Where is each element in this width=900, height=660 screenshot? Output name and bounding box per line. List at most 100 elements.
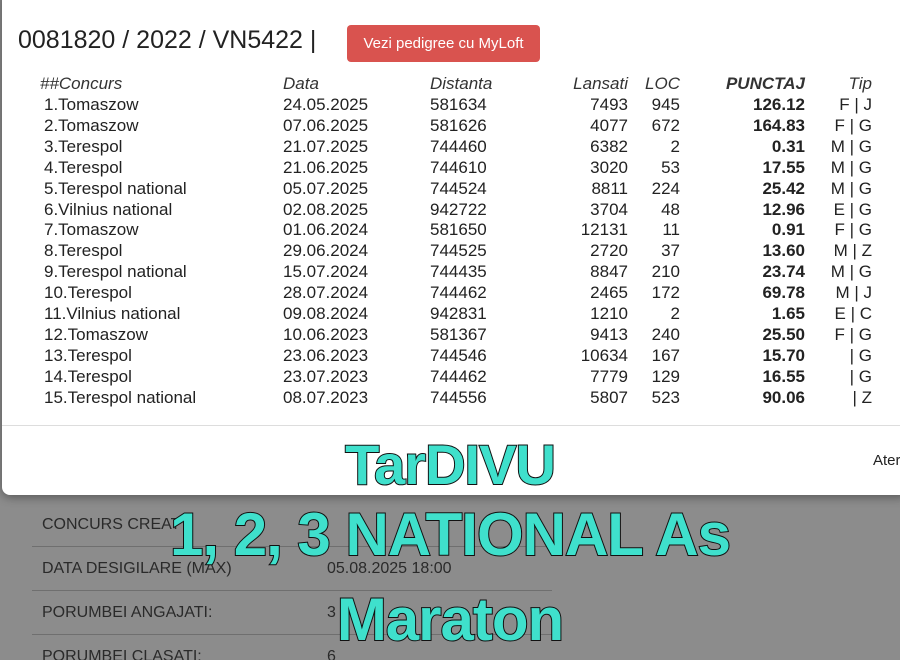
table-cell: 744460 bbox=[430, 136, 487, 156]
table-cell: 1210 bbox=[590, 304, 628, 323]
table-cell: 942722 bbox=[430, 199, 487, 219]
table-cell: F | G bbox=[834, 324, 872, 344]
table-cell: E | C bbox=[834, 304, 872, 323]
table-cell: 28.07.2024 bbox=[283, 283, 369, 303]
table-cell: 08.07.2023 bbox=[283, 387, 369, 407]
column-header: Tip bbox=[848, 74, 872, 93]
race-name: 7.Tomaszow bbox=[44, 220, 139, 240]
table-cell: 09.08.2024 bbox=[283, 304, 369, 323]
race-name: 13.Terespol bbox=[44, 345, 132, 365]
table-cell: M | J bbox=[835, 283, 872, 303]
table-cell: 9413 bbox=[590, 324, 628, 344]
table-cell: 7493 bbox=[590, 95, 628, 114]
table-cell: 744462 bbox=[430, 283, 487, 303]
table-cell: M | G bbox=[830, 136, 872, 156]
race-name: 12.Tomaszow bbox=[44, 324, 148, 344]
table-cell: 224 bbox=[651, 178, 680, 198]
table-cell: 164.83 bbox=[753, 115, 805, 135]
table-cell: 02.08.2025 bbox=[283, 199, 369, 219]
table-cell: 13.60 bbox=[762, 241, 805, 261]
modal-title: 0081820 / 2022 / VN5422 | bbox=[18, 26, 317, 54]
table-cell: 07.06.2025 bbox=[283, 115, 369, 135]
table-cell: F | G bbox=[834, 115, 872, 135]
table-cell: | G bbox=[849, 366, 872, 386]
separator bbox=[32, 590, 552, 591]
table-cell: 2 bbox=[670, 304, 680, 323]
table-cell: 25.50 bbox=[762, 324, 805, 344]
table-cell: 744525 bbox=[430, 241, 487, 261]
table-cell: 942831 bbox=[430, 304, 487, 323]
table-cell: 8847 bbox=[590, 262, 628, 282]
table-cell: 15.07.2024 bbox=[283, 262, 369, 282]
race-name: 3.Terespol bbox=[44, 136, 123, 156]
table-cell: | G bbox=[849, 345, 872, 365]
table-cell: 8811 bbox=[591, 178, 628, 198]
table-cell: 23.06.2023 bbox=[283, 345, 369, 365]
table-cell: 581367 bbox=[430, 324, 487, 344]
table-cell: 0.91 bbox=[771, 220, 805, 240]
separator bbox=[32, 546, 552, 547]
table-cell: 7779 bbox=[590, 366, 628, 386]
detail-label: DATA DESIGILARE (MAX) bbox=[42, 560, 232, 577]
column-header: LOC bbox=[645, 74, 680, 93]
table-cell: 12.96 bbox=[762, 199, 805, 219]
table-cell: M | Z bbox=[833, 241, 872, 261]
separator bbox=[32, 634, 552, 635]
table-cell: 2 bbox=[670, 136, 680, 156]
table-cell: 744524 bbox=[430, 178, 487, 198]
race-name: 6.Vilnius national bbox=[44, 199, 173, 219]
column-header: ##Concurs bbox=[40, 74, 123, 93]
table-cell: 167 bbox=[651, 345, 680, 365]
pedigree-button[interactable]: Vezi pedigree cu MyLoft bbox=[347, 25, 540, 62]
table-cell: 744462 bbox=[430, 366, 487, 386]
table-cell: 21.06.2025 bbox=[283, 157, 369, 177]
table-cell: 210 bbox=[651, 262, 680, 282]
race-name: 11.Vilnius national bbox=[44, 304, 181, 323]
table-cell: F | G bbox=[834, 220, 872, 240]
race-name: 4.Terespol bbox=[44, 157, 123, 177]
table-cell: 37 bbox=[661, 241, 680, 261]
table-cell: 3704 bbox=[590, 199, 628, 219]
table-cell: 4077 bbox=[590, 115, 628, 135]
detail-label: PORUMBEI CLASATI: bbox=[42, 648, 202, 660]
table-cell: 3020 bbox=[590, 157, 628, 177]
table-cell: 172 bbox=[651, 283, 680, 303]
table-cell: 10.06.2023 bbox=[283, 324, 369, 344]
table-cell: 523 bbox=[651, 387, 680, 407]
table-cell: 945 bbox=[651, 95, 680, 114]
race-name: 9.Terespol national bbox=[44, 262, 187, 282]
race-name: 14.Terespol bbox=[44, 366, 132, 386]
race-name: 2.Tomaszow bbox=[44, 115, 139, 135]
overlay-line: 1, 2, 3 NATIONAL As bbox=[169, 500, 732, 569]
table-cell: M | G bbox=[830, 178, 872, 198]
table-cell: 23.07.2023 bbox=[283, 366, 369, 386]
race-name: 8.Terespol bbox=[44, 241, 123, 261]
table-cell: 01.06.2024 bbox=[283, 220, 369, 240]
table-cell: 48 bbox=[661, 199, 680, 219]
column-header: Lansati bbox=[573, 74, 628, 93]
table-cell: 581634 bbox=[430, 95, 487, 114]
race-name: 5.Terespol national bbox=[44, 178, 187, 198]
footer-button[interactable]: Ater bbox=[873, 452, 900, 469]
detail-value: 6 bbox=[327, 648, 336, 660]
table-cell: 10634 bbox=[580, 345, 628, 365]
column-header: Distanta bbox=[430, 74, 493, 93]
table-cell: 15.70 bbox=[762, 345, 805, 365]
table-cell: 1.65 bbox=[771, 304, 805, 323]
overlay-line: Maraton bbox=[336, 585, 565, 654]
detail-value: 3 bbox=[327, 604, 336, 621]
detail-label: PORUMBEI ANGAJATI: bbox=[42, 604, 213, 621]
table-cell: 240 bbox=[651, 324, 680, 344]
table-cell: 17.55 bbox=[762, 157, 805, 177]
table-cell: 672 bbox=[651, 115, 680, 135]
table-cell: 5807 bbox=[590, 387, 628, 407]
table-cell: 744546 bbox=[430, 345, 487, 365]
table-cell: 126.12 bbox=[753, 95, 805, 114]
race-name: 15.Terespol national bbox=[44, 387, 197, 407]
table-cell: 2720 bbox=[590, 241, 628, 261]
table-cell: 744435 bbox=[430, 262, 487, 282]
detail-label: CONCURS CREAT bbox=[42, 516, 181, 533]
table-cell: 744610 bbox=[430, 157, 487, 177]
column-header: Data bbox=[283, 74, 319, 93]
table-cell: 90.06 bbox=[762, 387, 805, 407]
